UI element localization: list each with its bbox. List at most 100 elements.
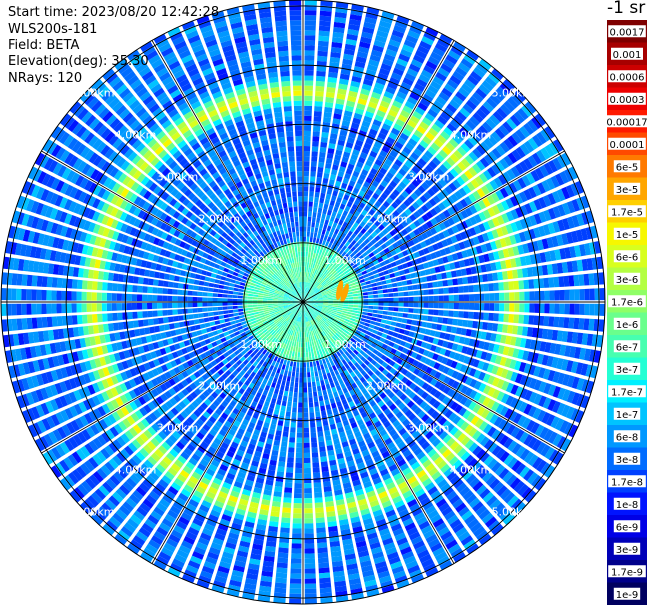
ray-gate <box>413 82 426 93</box>
ray-gate <box>412 314 419 320</box>
ray-gate <box>318 441 325 448</box>
ray-gate <box>381 123 392 132</box>
ray-gate <box>314 492 323 498</box>
ray-gate <box>304 292 306 298</box>
ray-gate <box>282 375 287 381</box>
ray-gate <box>377 216 385 224</box>
ray-gate <box>369 96 380 105</box>
ray-gate <box>405 217 413 225</box>
ray-gate <box>296 427 303 433</box>
ray-gate <box>304 30 316 36</box>
ray-gate <box>452 278 459 286</box>
ray-gate <box>493 282 499 291</box>
ray-gate <box>272 496 282 503</box>
ray-gate <box>351 75 362 83</box>
ray-gate <box>321 471 330 478</box>
ray-gate <box>297 422 303 428</box>
ray-gate <box>310 346 314 352</box>
ray-gate <box>310 262 314 268</box>
ray-gate <box>361 314 367 319</box>
ray-gate <box>340 265 346 271</box>
ray-gate <box>552 470 564 484</box>
ray-gate <box>348 302 354 305</box>
ray-gate <box>316 217 321 224</box>
ray-gate <box>513 111 525 124</box>
ray-gate <box>314 401 319 408</box>
ray-gate <box>305 293 309 298</box>
ray-gate <box>309 236 313 243</box>
ray-gate <box>306 294 311 299</box>
ray-gate <box>317 277 322 283</box>
ray-gate <box>309 412 315 418</box>
ray-gate <box>400 109 411 119</box>
ray-gate <box>344 205 351 213</box>
ray-gate <box>406 195 415 204</box>
ray-gate <box>513 280 520 290</box>
ray-gate <box>387 244 395 252</box>
ray-gate <box>317 166 324 173</box>
ray-gate <box>408 63 421 73</box>
ray-gate <box>449 153 460 163</box>
ray-gate <box>303 397 308 403</box>
ray-gate <box>424 112 436 123</box>
ray-gate <box>379 167 388 175</box>
ray-gate <box>313 232 318 238</box>
ray-gate <box>308 201 313 207</box>
ray-gate <box>305 261 307 267</box>
ray-gate <box>333 239 338 246</box>
ray-gate <box>376 30 389 39</box>
ray-gate <box>420 69 433 79</box>
ray-gate <box>285 380 290 387</box>
ray-gate <box>370 255 377 262</box>
ray-gate <box>519 143 531 156</box>
ray-gate <box>289 361 294 367</box>
ray-gate <box>306 282 310 288</box>
ray-gate <box>274 481 283 488</box>
ray-gate <box>509 114 521 127</box>
ray-gate <box>365 176 373 184</box>
ray-gate <box>351 312 358 317</box>
ray-gate <box>438 212 447 221</box>
ray-gate <box>336 277 343 282</box>
ray-gate <box>319 577 331 584</box>
ray-gate <box>410 325 417 332</box>
ray-gate <box>393 24 406 34</box>
ray-gate <box>287 452 295 458</box>
ray-gate <box>310 176 316 182</box>
ray-gate <box>382 289 389 294</box>
ray-gate <box>304 583 317 589</box>
ray-gate <box>527 119 539 132</box>
ray-gate <box>381 95 392 104</box>
ray-gate <box>323 363 328 369</box>
ray-gate <box>357 238 364 245</box>
ray-gate <box>318 557 329 564</box>
ray-gate <box>304 493 313 499</box>
ray-gate <box>487 322 494 331</box>
ray-gate <box>281 400 287 407</box>
ray-gate <box>307 297 313 300</box>
ray-gate <box>388 167 397 176</box>
ray-gate <box>286 406 292 413</box>
ray-gate <box>361 209 368 217</box>
ray-gate <box>502 171 512 183</box>
ray-gate <box>304 548 315 554</box>
ray-gate <box>496 107 508 119</box>
ray-gate <box>352 117 361 125</box>
ray-gate <box>401 164 410 173</box>
ray-gate <box>368 262 375 268</box>
ray-gate <box>322 283 328 288</box>
ray-gate <box>334 108 343 115</box>
ray-gate <box>446 196 455 206</box>
ray-gate <box>304 95 313 101</box>
ray-gate <box>349 13 362 22</box>
ray-gate <box>303 161 310 167</box>
ray-gate <box>311 221 316 228</box>
ray-gate <box>413 302 419 308</box>
ray-gate <box>409 222 417 231</box>
ray-gate <box>335 275 341 280</box>
ray-gate <box>304 286 306 293</box>
ray-gate <box>403 291 409 297</box>
ray-gate <box>499 303 505 312</box>
ray-gate <box>319 587 332 594</box>
ray-gate <box>303 271 305 277</box>
